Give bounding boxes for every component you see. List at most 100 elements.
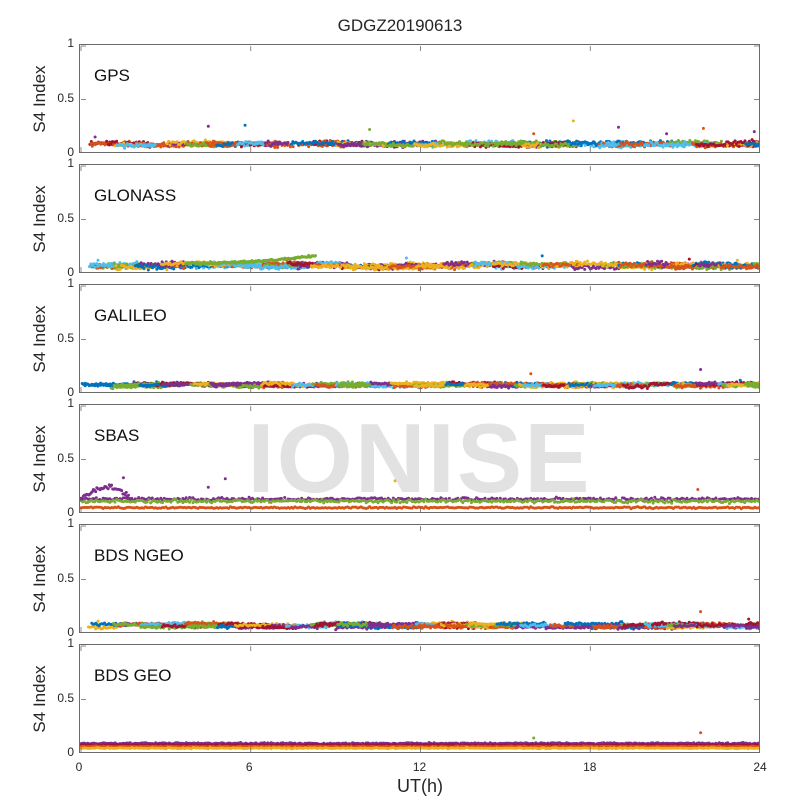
data-point: [159, 145, 163, 149]
data-point: [490, 141, 494, 145]
data-point: [145, 264, 149, 268]
data-point: [548, 265, 552, 269]
figure-title: GDGZ20190613: [337, 16, 463, 35]
data-point: [286, 140, 290, 144]
data-point: [167, 139, 171, 143]
data-point: [210, 145, 213, 148]
data-point: [546, 143, 550, 147]
data-point: [243, 144, 247, 148]
data-point: [758, 144, 759, 148]
data-point: [105, 139, 109, 143]
data-point: [584, 262, 588, 266]
data-point: [655, 141, 659, 145]
data-point: [532, 132, 536, 136]
data-point: [445, 260, 449, 264]
data-point: [605, 265, 609, 269]
data-point: [499, 262, 503, 266]
data-point: [578, 261, 582, 265]
data-point: [628, 261, 632, 265]
data-point: [203, 138, 207, 142]
data-point: [757, 142, 759, 146]
data-point: [435, 144, 439, 148]
data-point: [93, 265, 97, 269]
data-point: [417, 268, 421, 272]
data-point: [737, 144, 741, 148]
data-point: [660, 259, 664, 263]
data-point: [751, 141, 755, 145]
data-point: [182, 266, 186, 270]
data-point: [701, 126, 705, 130]
data-point: [308, 261, 312, 265]
panel-label: GLONASS: [94, 186, 177, 205]
data-point: [123, 146, 126, 150]
data-point: [269, 144, 273, 148]
data-point: [668, 265, 672, 269]
data-point: [644, 263, 648, 267]
data-point: [557, 145, 561, 149]
data-point: [390, 144, 394, 148]
data-point: [726, 266, 730, 270]
data-point: [589, 144, 593, 148]
data-point: [383, 141, 387, 145]
data-point: [172, 267, 176, 271]
data-point: [733, 139, 737, 143]
data-point: [531, 143, 535, 147]
data-point: [463, 141, 467, 145]
data-point: [486, 144, 490, 148]
data-point: [725, 144, 729, 148]
data-point: [487, 139, 491, 143]
data-point: [458, 140, 461, 144]
data-point: [165, 268, 169, 272]
data-point: [331, 140, 334, 144]
data-point: [175, 140, 179, 144]
data-point: [675, 261, 679, 265]
data-point: [752, 130, 756, 134]
data-point: [511, 264, 515, 268]
data-point: [244, 140, 248, 144]
data-point: [328, 266, 332, 269]
data-point: [758, 264, 759, 268]
data-point: [353, 142, 357, 145]
data-point: [568, 140, 572, 144]
panel-glonass: GLONASS: [79, 164, 760, 273]
data-point: [153, 264, 157, 268]
data-point: [464, 264, 468, 268]
data-point: [719, 139, 723, 143]
panel-label: GPS: [94, 66, 130, 85]
data-point: [395, 264, 398, 268]
data-point: [693, 139, 697, 143]
data-point: [661, 145, 665, 149]
data-point: [700, 142, 704, 146]
scatter-plot: [80, 45, 759, 152]
data-point: [617, 260, 621, 264]
data-point: [275, 140, 279, 144]
data-point: [202, 141, 206, 145]
data-point: [474, 139, 478, 143]
data-point: [366, 142, 370, 146]
data-point: [90, 144, 94, 148]
data-point: [535, 141, 539, 145]
data-point: [491, 144, 495, 148]
data-point: [494, 142, 498, 146]
data-point: [482, 141, 485, 145]
data-point: [423, 265, 427, 269]
data-point: [474, 260, 477, 264]
data-point: [168, 143, 172, 147]
data-point: [472, 264, 476, 268]
data-point: [350, 264, 354, 268]
data-point: [453, 268, 456, 272]
data-point: [524, 142, 528, 146]
data-point: [632, 262, 636, 266]
data-point: [628, 145, 632, 149]
data-point: [329, 142, 333, 146]
scatter-plot: [80, 165, 759, 272]
data-point: [663, 263, 666, 267]
data-point: [756, 266, 759, 270]
data-point: [458, 262, 462, 266]
data-point: [109, 142, 113, 146]
data-point: [430, 264, 434, 268]
data-point: [93, 135, 97, 139]
data-point: [115, 139, 119, 143]
data-point: [142, 266, 146, 270]
data-point: [665, 132, 669, 136]
